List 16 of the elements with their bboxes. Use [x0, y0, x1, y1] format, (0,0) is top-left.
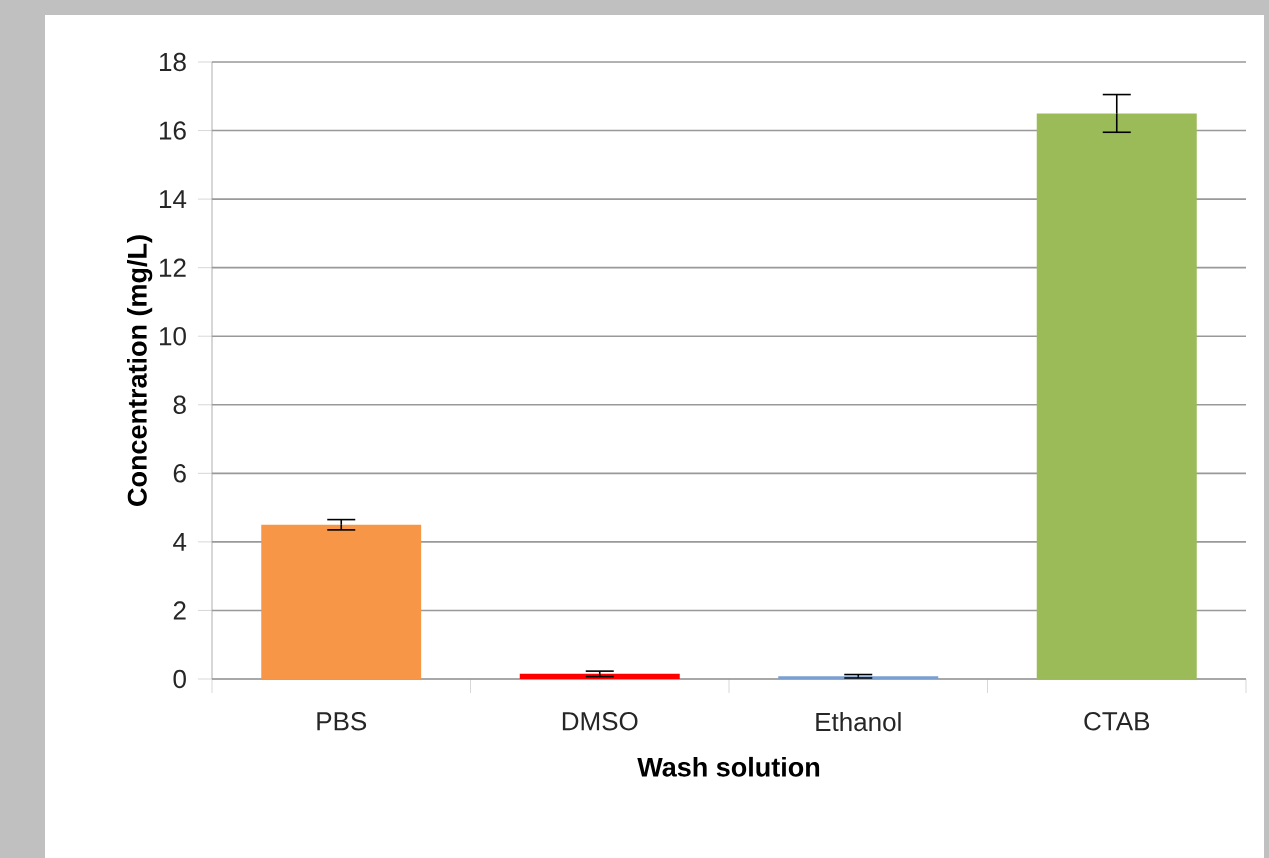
- y-tick-label: 4: [173, 532, 187, 551]
- x-axis-title: Wash solution: [637, 756, 820, 777]
- y-tick-label: 10: [159, 327, 186, 346]
- y-tick-label: 16: [159, 121, 186, 140]
- y-tick-label: 0: [173, 669, 186, 689]
- x-tick-label: CTAB: [1084, 712, 1150, 731]
- x-tick-label: Ethanol: [816, 712, 901, 732]
- y-axis-title: Concentration (mg/L): [126, 235, 153, 506]
- y-tick-label: 18: [159, 52, 186, 72]
- x-tick-label: DMSO: [562, 712, 638, 731]
- y-tick-label: 8: [173, 395, 186, 414]
- y-tick-label: 14: [159, 190, 187, 209]
- x-tick-label: PBS: [317, 712, 367, 731]
- y-tick-label: 6: [173, 464, 186, 483]
- y-tick-label: 12: [159, 258, 186, 277]
- y-tick-label: 2: [173, 601, 186, 620]
